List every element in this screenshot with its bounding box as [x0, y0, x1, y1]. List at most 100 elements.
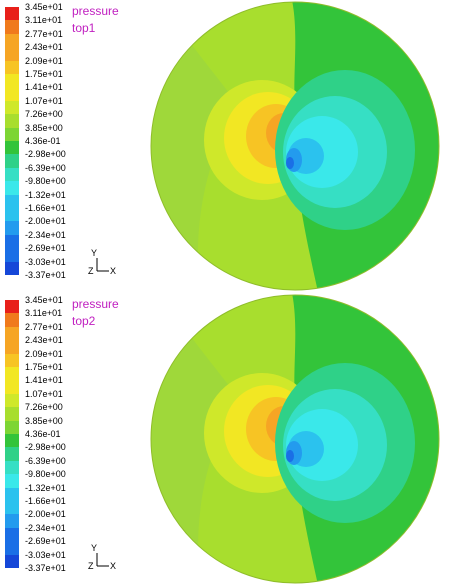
colorbar-tick-label: 3.45e+01: [25, 2, 63, 12]
colorbar-tick-label: 2.09e+01: [25, 348, 63, 359]
colorbar-tick-label: -3.03e+01: [25, 549, 66, 560]
colorbar-swatch: [5, 261, 19, 276]
colorbar-swatch: [5, 514, 19, 529]
colorbar-swatch: [5, 460, 19, 475]
axis-x-label: X: [110, 561, 117, 571]
colorbar-swatch: [5, 33, 19, 48]
colorbar-swatch: [5, 141, 19, 155]
colorbar-tick-label: 3.11e+01: [25, 308, 63, 319]
contour-band-left-outer: [151, 2, 240, 290]
contour-band-left-outer: [151, 295, 240, 583]
colorbar-tick-label: 1.41e+01: [25, 375, 63, 386]
colorbar-swatch: [5, 407, 19, 422]
chart-title-top2: pressure: [72, 297, 119, 311]
pressure-field-top2: [150, 294, 440, 584]
colorbar-swatch: [5, 181, 19, 196]
colorbar-swatch: [5, 100, 19, 115]
colorbar-swatch: [5, 114, 19, 129]
colorbar-swatch: [5, 20, 19, 35]
colorbar-swatch: [5, 326, 19, 341]
colorbar-swatch: [5, 154, 19, 169]
colorbar-tick-label: -2.69e+01: [25, 536, 66, 547]
colorbar-tick-label: 2.77e+01: [25, 321, 63, 332]
colorbar-tick-label: -3.03e+01: [25, 256, 66, 267]
colorbar-swatch: [5, 420, 19, 435]
contour-panel-top1: pressure top1 Y Z X 3.45e+01 3.11e+01 2.77…: [0, 0, 464, 292]
colorbar-tick-label: 1.41e+01: [25, 82, 63, 93]
colorbar-swatch: [5, 340, 19, 355]
colorbar-tick-label: -1.32e+01: [25, 189, 66, 200]
colorbar-swatch: [5, 487, 19, 502]
colorbar-swatch: [5, 87, 19, 102]
colorbar-tick-label: 1.07e+01: [25, 388, 63, 399]
colorbar-tick-label: 2.43e+01: [25, 42, 63, 53]
colorbar-swatch: [5, 127, 19, 142]
colorbar-swatch: [5, 248, 19, 263]
axis-y-label: Y: [91, 543, 98, 553]
domain-boundary: [150, 294, 440, 584]
chart-subtitle-top1: top1: [72, 21, 96, 35]
colorbar-tick-label: 3.85e+00: [25, 122, 63, 133]
colorbar-tick-label: -2.34e+01: [25, 522, 66, 533]
colorbar-tick-label: -6.39e+00: [25, 162, 66, 173]
colorbar-tick-label: 7.26e+00: [25, 109, 63, 120]
axis-z-label: Z: [88, 266, 94, 276]
colorbar-swatch: [5, 434, 19, 448]
colorbar-tick-label: -3.37e+01: [25, 270, 66, 280]
colorbar-swatch: [5, 554, 19, 569]
colorbar-tick-label: -2.98e+00: [25, 442, 66, 453]
colorbar-swatch: [5, 527, 19, 542]
colorbar-tick-label: -2.00e+01: [25, 216, 66, 227]
colorbar-tick-label: -3.37e+01: [25, 563, 66, 573]
chart-subtitle-top2: top2: [72, 314, 96, 328]
colorbar-swatch: [5, 221, 19, 236]
domain-boundary: [150, 1, 440, 291]
axis-y-label: Y: [91, 248, 98, 258]
colorbar-swatch: [5, 300, 19, 314]
colorbar-swatch: [5, 208, 19, 222]
contour-band-blue: [286, 450, 294, 462]
colorbar-tick-label: 3.45e+01: [25, 295, 63, 305]
axis-triad-lines: [96, 553, 109, 567]
colorbar-swatch: [5, 474, 19, 489]
colorbar-tick-label: -9.80e+00: [25, 469, 66, 480]
colorbar-swatch: [5, 501, 19, 515]
colorbar-tick-label: 1.07e+01: [25, 95, 63, 106]
colorbar-tick-label: -9.80e+00: [25, 176, 66, 187]
colorbar-swatch: [5, 313, 19, 328]
colorbar-swatch: [5, 194, 19, 209]
colorbar-tick-label: -1.66e+01: [25, 203, 66, 213]
colorbar-swatch: [5, 541, 19, 556]
colorbar-tick-label: 1.75e+01: [25, 362, 63, 372]
colorbar-tick-label: -2.69e+01: [25, 243, 66, 254]
colorbar-swatch: [5, 367, 19, 381]
colorbar-swatch: [5, 380, 19, 395]
colorbar-tick-label: 3.85e+00: [25, 415, 63, 426]
colorbar-swatch: [5, 393, 19, 408]
contour-band-blue: [286, 157, 294, 169]
colorbar-swatch: [5, 7, 19, 21]
colorbar-tick-label: 2.77e+01: [25, 28, 63, 39]
colorbar-tick-label: 4.36e-01: [25, 136, 61, 146]
colorbar-tick-label: 3.11e+01: [25, 15, 63, 26]
colorbar-tick-label: 7.26e+00: [25, 402, 63, 413]
chart-title-top1: pressure: [72, 4, 119, 18]
axis-triad-lines: [96, 258, 109, 272]
colorbar-tick-label: -2.00e+01: [25, 509, 66, 520]
contour-panel-top2: pressure top2 Y Z X 3.45e+01 3.11e+01 2.77…: [0, 293, 464, 585]
colorbar-tick-label: -2.34e+01: [25, 229, 66, 240]
colorbar-tick-label: 2.43e+01: [25, 335, 63, 346]
colorbar-swatch: [5, 167, 19, 182]
colorbar-tick-label: 4.36e-01: [25, 429, 61, 439]
axis-x-label: X: [110, 266, 117, 276]
colorbar-tick-label: -6.39e+00: [25, 455, 66, 466]
colorbar-swatch: [5, 74, 19, 88]
colorbar-tick-label: 1.75e+01: [25, 69, 63, 79]
colorbar-swatch: [5, 353, 19, 368]
colorbar-tick-label: -1.32e+01: [25, 482, 66, 493]
colorbar-tick-label: -1.66e+01: [25, 496, 66, 506]
colorbar-swatch: [5, 60, 19, 75]
colorbar-swatch: [5, 447, 19, 462]
pressure-field-top1: [150, 1, 440, 291]
colorbar-tick-label: 2.09e+01: [25, 55, 63, 66]
